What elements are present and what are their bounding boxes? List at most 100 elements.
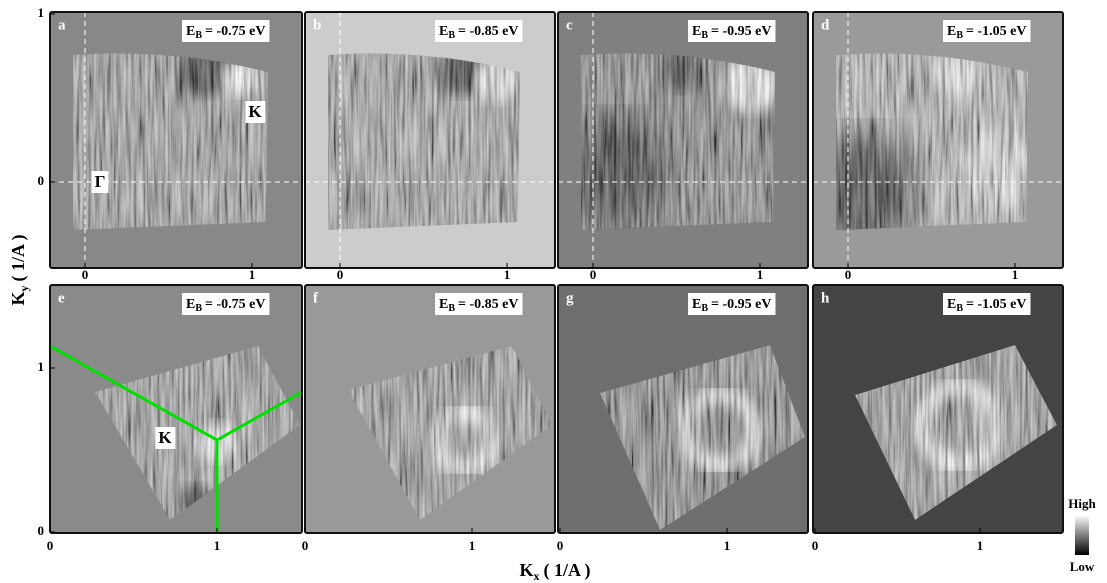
intensity-map bbox=[600, 345, 805, 530]
panel: h EB = -1.05 eV 0 1 bbox=[812, 284, 1064, 553]
energy-label-box bbox=[688, 293, 776, 315]
marker-box bbox=[245, 101, 266, 123]
energy-value: = -1.05 eV bbox=[966, 297, 1026, 312]
energy-label-box bbox=[943, 293, 1031, 315]
x-axis-unit: ( 1/A ) bbox=[544, 560, 591, 581]
energy-symbol: E bbox=[186, 297, 195, 312]
energy-value: = -0.75 eV bbox=[205, 297, 265, 312]
intensity-map bbox=[581, 53, 775, 230]
intensity-map bbox=[348, 346, 552, 520]
energy-label: EB = -1.05 eV bbox=[947, 24, 1026, 41]
x-tick-label: 0 bbox=[557, 538, 564, 553]
x-tick-label: 0 bbox=[337, 267, 344, 282]
panel-letter: a bbox=[58, 17, 66, 33]
energy-subscript: B bbox=[956, 30, 963, 41]
x-tick-label: 0 bbox=[590, 267, 597, 282]
intensity-map bbox=[855, 345, 1057, 520]
panel-letter: g bbox=[566, 290, 574, 306]
energy-value: = -0.95 eV bbox=[711, 24, 771, 39]
y-axis-label: Ky ( 1/A ) bbox=[8, 234, 31, 305]
energy-subscript: B bbox=[448, 303, 455, 314]
y-tick-label: 0 bbox=[38, 173, 45, 188]
energy-label-box bbox=[182, 20, 270, 42]
marker-label: K bbox=[248, 102, 262, 121]
colorbar bbox=[1075, 515, 1089, 555]
panel: e EB = -0.75 eV 0 1 1 0 K bbox=[38, 284, 303, 553]
energy-label: EB = -0.85 eV bbox=[439, 297, 518, 314]
energy-label-box bbox=[435, 20, 523, 42]
panel-frame bbox=[304, 11, 556, 269]
map-noise bbox=[855, 345, 1057, 520]
energy-subscript: B bbox=[701, 303, 708, 314]
map-noise bbox=[328, 53, 520, 230]
panel-frame bbox=[557, 11, 809, 269]
panel-letter: h bbox=[821, 290, 830, 306]
panel: a EB = -0.75 eV 0 1 1 0 K Γ bbox=[38, 5, 303, 282]
x-tick-label: 1 bbox=[249, 267, 256, 282]
map-noise bbox=[600, 345, 805, 530]
energy-symbol: E bbox=[692, 24, 701, 39]
y-axis-symbol: K bbox=[8, 291, 28, 305]
panel-frame bbox=[812, 11, 1064, 269]
x-tick-label: 0 bbox=[47, 538, 54, 553]
x-tick-label: 1 bbox=[469, 538, 476, 553]
map-noise bbox=[581, 53, 775, 230]
panel: f EB = -0.85 eV 0 1 bbox=[302, 284, 556, 553]
y-tick-label: 1 bbox=[38, 5, 45, 20]
panel: g EB = -0.95 eV 0 1 bbox=[557, 284, 809, 553]
panel-frame bbox=[812, 284, 1064, 534]
energy-subscript: B bbox=[195, 30, 202, 41]
energy-symbol: E bbox=[947, 24, 956, 39]
energy-subscript: B bbox=[956, 303, 963, 314]
marker-label: Γ bbox=[95, 172, 106, 191]
x-axis-label: Kx ( 1/A ) bbox=[519, 560, 590, 583]
y-tick-label: 0 bbox=[38, 523, 45, 538]
panel-frame bbox=[49, 11, 303, 269]
panel-letter: d bbox=[821, 17, 830, 33]
marker-label: K bbox=[158, 428, 172, 447]
x-tick-label: 1 bbox=[977, 538, 984, 553]
panel-letter: f bbox=[313, 290, 319, 306]
energy-symbol: E bbox=[947, 297, 956, 312]
panel-letter: e bbox=[58, 290, 65, 306]
map-noise bbox=[348, 346, 552, 520]
intensity-map bbox=[328, 53, 520, 230]
energy-label: EB = -0.85 eV bbox=[439, 24, 518, 41]
x-tick-label: 1 bbox=[214, 538, 221, 553]
panel-frame bbox=[557, 284, 809, 534]
energy-subscript: B bbox=[195, 303, 202, 314]
panel: d EB = -1.05 eV 0 1 bbox=[812, 11, 1064, 282]
energy-symbol: E bbox=[439, 24, 448, 39]
map-noise bbox=[73, 53, 268, 230]
y-tick-label: 1 bbox=[38, 359, 45, 374]
x-tick-label: 0 bbox=[82, 267, 89, 282]
energy-symbol: E bbox=[439, 297, 448, 312]
energy-value: = -0.75 eV bbox=[205, 24, 265, 39]
energy-label-box bbox=[182, 293, 270, 315]
x-axis-subscript: x bbox=[534, 569, 540, 583]
energy-value: = -0.85 eV bbox=[458, 24, 518, 39]
panel: c EB = -0.95 eV 0 1 bbox=[557, 11, 809, 282]
panel-frame bbox=[304, 284, 556, 534]
energy-subscript: B bbox=[701, 30, 708, 41]
x-tick-label: 1 bbox=[1012, 267, 1019, 282]
energy-label-box bbox=[688, 20, 776, 42]
energy-subscript: B bbox=[448, 30, 455, 41]
x-tick-label: 1 bbox=[504, 267, 511, 282]
colorbar-low: Low bbox=[1070, 559, 1095, 574]
panel-letter: b bbox=[313, 17, 321, 33]
energy-label: EB = -0.95 eV bbox=[692, 297, 771, 314]
panel-letter: c bbox=[566, 17, 573, 33]
marker-box bbox=[91, 171, 109, 193]
x-axis-symbol: K bbox=[519, 560, 533, 580]
panel: b EB = -0.85 eV 0 1 bbox=[304, 11, 556, 282]
intensity-map bbox=[73, 53, 268, 230]
x-tick-label: 0 bbox=[302, 538, 309, 553]
energy-label: EB = -0.75 eV bbox=[186, 297, 265, 314]
energy-label: EB = -0.75 eV bbox=[186, 24, 265, 41]
energy-symbol: E bbox=[692, 297, 701, 312]
energy-value: = -1.05 eV bbox=[966, 24, 1026, 39]
marker-box bbox=[155, 427, 176, 449]
energy-label: EB = -1.05 eV bbox=[947, 297, 1026, 314]
x-tick-label: 0 bbox=[845, 267, 852, 282]
